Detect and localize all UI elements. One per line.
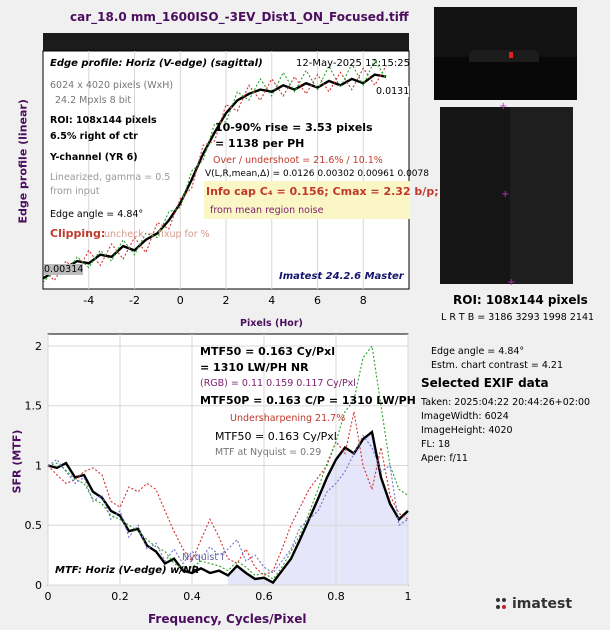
mtf-xtick-label: 0.8 [327, 590, 345, 603]
edge-xtick-label: 0 [177, 294, 184, 307]
linearized-label: Linearized, gamma = 0.5 [50, 172, 171, 183]
bottom-value-label: 0.00314 [44, 264, 84, 275]
overshoot-label: Over / undershoot = 21.6% / 10.1% [213, 155, 383, 166]
edge-angle-label: Edge angle = 4.84° [50, 209, 144, 220]
mtf-ylabel: SFR (MTF) [10, 429, 24, 494]
side-edge-angle: Edge angle = 4.84° [431, 346, 525, 357]
exif-aperture: Aper: f/11 [421, 453, 468, 464]
mtf50-label: MTF50 = 0.163 Cy/Pxl [200, 345, 335, 358]
mtf50p-label: MTF50P = 0.163 C/P = 1310 LW/PH [200, 394, 416, 407]
mtf-label: MTF: Horiz (V-edge) w/NR [55, 565, 200, 576]
mtf-ytick-label: 0.5 [25, 519, 43, 532]
exif-fl: FL: 18 [421, 439, 451, 450]
clipping-note: uncheck ~ fixup for % [104, 229, 210, 240]
imatest-logo-text: imatest [512, 596, 573, 612]
roi-bottom-marker-icon: + [507, 277, 516, 288]
edge-xtick-label: 2 [223, 294, 230, 307]
mtf-xtick-label: 0.4 [183, 590, 201, 603]
mtf-ytick-label: 0 [35, 579, 42, 592]
mtf-series-red [47, 411, 409, 577]
channel-label: Y-channel (YR 6) [50, 152, 138, 163]
exif-width: ImageWidth: 6024 [421, 411, 509, 422]
chart-contrast: Estm. chart contrast = 4.21 [431, 360, 564, 371]
edge-ylabel: Edge profile (linear) [16, 99, 30, 224]
mtf-series-black [47, 429, 409, 585]
lwph-label: = 1310 LW/PH NR [200, 361, 309, 374]
rise-label: 10-90% rise = 3.53 pixels [215, 121, 373, 134]
edge-xtick-label: -4 [83, 294, 94, 307]
profile-label: Edge profile: Horiz (V-edge) (sagittal) [50, 58, 263, 69]
version-label: Imatest 24.2.6 Master [279, 271, 404, 282]
edge-xtick-label: 4 [268, 294, 275, 307]
edge-xtick-label: 8 [360, 294, 367, 307]
rgb-label: (RGB) = 0.11 0.159 0.117 Cy/Pxl [200, 378, 356, 389]
exif-title: Selected EXIF data [421, 376, 549, 390]
info-box [204, 181, 410, 219]
roi-label: ROI: 108x144 pixels [50, 115, 157, 126]
mtf-xtick-label: 1 [405, 590, 412, 603]
edge-xtick-label: -2 [129, 294, 140, 307]
chart-title: car_18.0 mm_1600ISO_-3EV_Dist1_ON_Focuse… [70, 10, 409, 24]
lrtb-label: L R T B = 3186 3293 1998 2141 [441, 312, 595, 323]
mtf-xtick-label: 0 [45, 590, 52, 603]
exif-taken: Taken: 2025:04:22 20:44:26+02:00 [421, 397, 591, 408]
nyquist-label: Nyquist f [182, 552, 225, 563]
info-note-label: from mean region noise [210, 205, 324, 216]
nyquist-shaded-area [228, 432, 408, 585]
edge-series-red [42, 65, 387, 282]
per-ph-label: = 1138 per PH [215, 137, 305, 150]
roi-top-marker-icon: + [499, 101, 508, 112]
edge-xtick-label: 6 [314, 294, 321, 307]
mpxls-label: 24.2 Mpxls 8 bit [55, 95, 132, 106]
v-label: V(L,R,mean,Δ) = 0.0126 0.00302 0.00961 0… [205, 169, 429, 179]
mtf-ytick-label: 1.5 [25, 400, 43, 413]
roi-image: + + + [440, 101, 573, 288]
mtf-series-blue [47, 434, 409, 574]
roi-caption: ROI: 108x144 pixels [453, 293, 588, 307]
nyq-label: MTF at Nyquist = 0.29 [215, 447, 322, 458]
full-image-thumbnail [434, 7, 577, 100]
mtf-ytick-label: 1 [35, 459, 42, 472]
edge-xlabel: Pixels (Hor) [240, 318, 303, 329]
exif-height: ImageHeight: 4020 [421, 425, 513, 436]
imatest-logo-icon [493, 596, 509, 612]
top-value-label: 0.0131 [376, 86, 410, 97]
offset-label: 6.5% right of ctr [50, 131, 138, 142]
roi-marker-icon [509, 52, 513, 58]
mtf-xlabel: Frequency, Cycles/Pixel [148, 612, 307, 626]
date-label: 12-May-2025 12:15:25 [296, 58, 410, 69]
mtf50-b-label: MTF50 = 0.163 Cy/Pxl [215, 430, 337, 443]
mtf-xtick-label: 0.6 [255, 590, 273, 603]
dimensions-label: 6024 x 4020 pixels (WxH) [50, 80, 174, 91]
info-cap-label: Info cap C₄ = 0.156; Cmax = 2.32 b/p; [206, 185, 439, 198]
mtf-ytick-label: 2 [35, 340, 42, 353]
undersharp-label: Undersharpening 21.7% [230, 413, 346, 424]
roi-strip [43, 33, 409, 51]
clipping-label: Clipping: [50, 227, 106, 240]
edge-series-black [42, 73, 387, 280]
mtf-xtick-label: 0.2 [111, 590, 129, 603]
linearized-source-label: from input [50, 186, 100, 197]
roi-center-marker-icon: + [501, 189, 510, 200]
